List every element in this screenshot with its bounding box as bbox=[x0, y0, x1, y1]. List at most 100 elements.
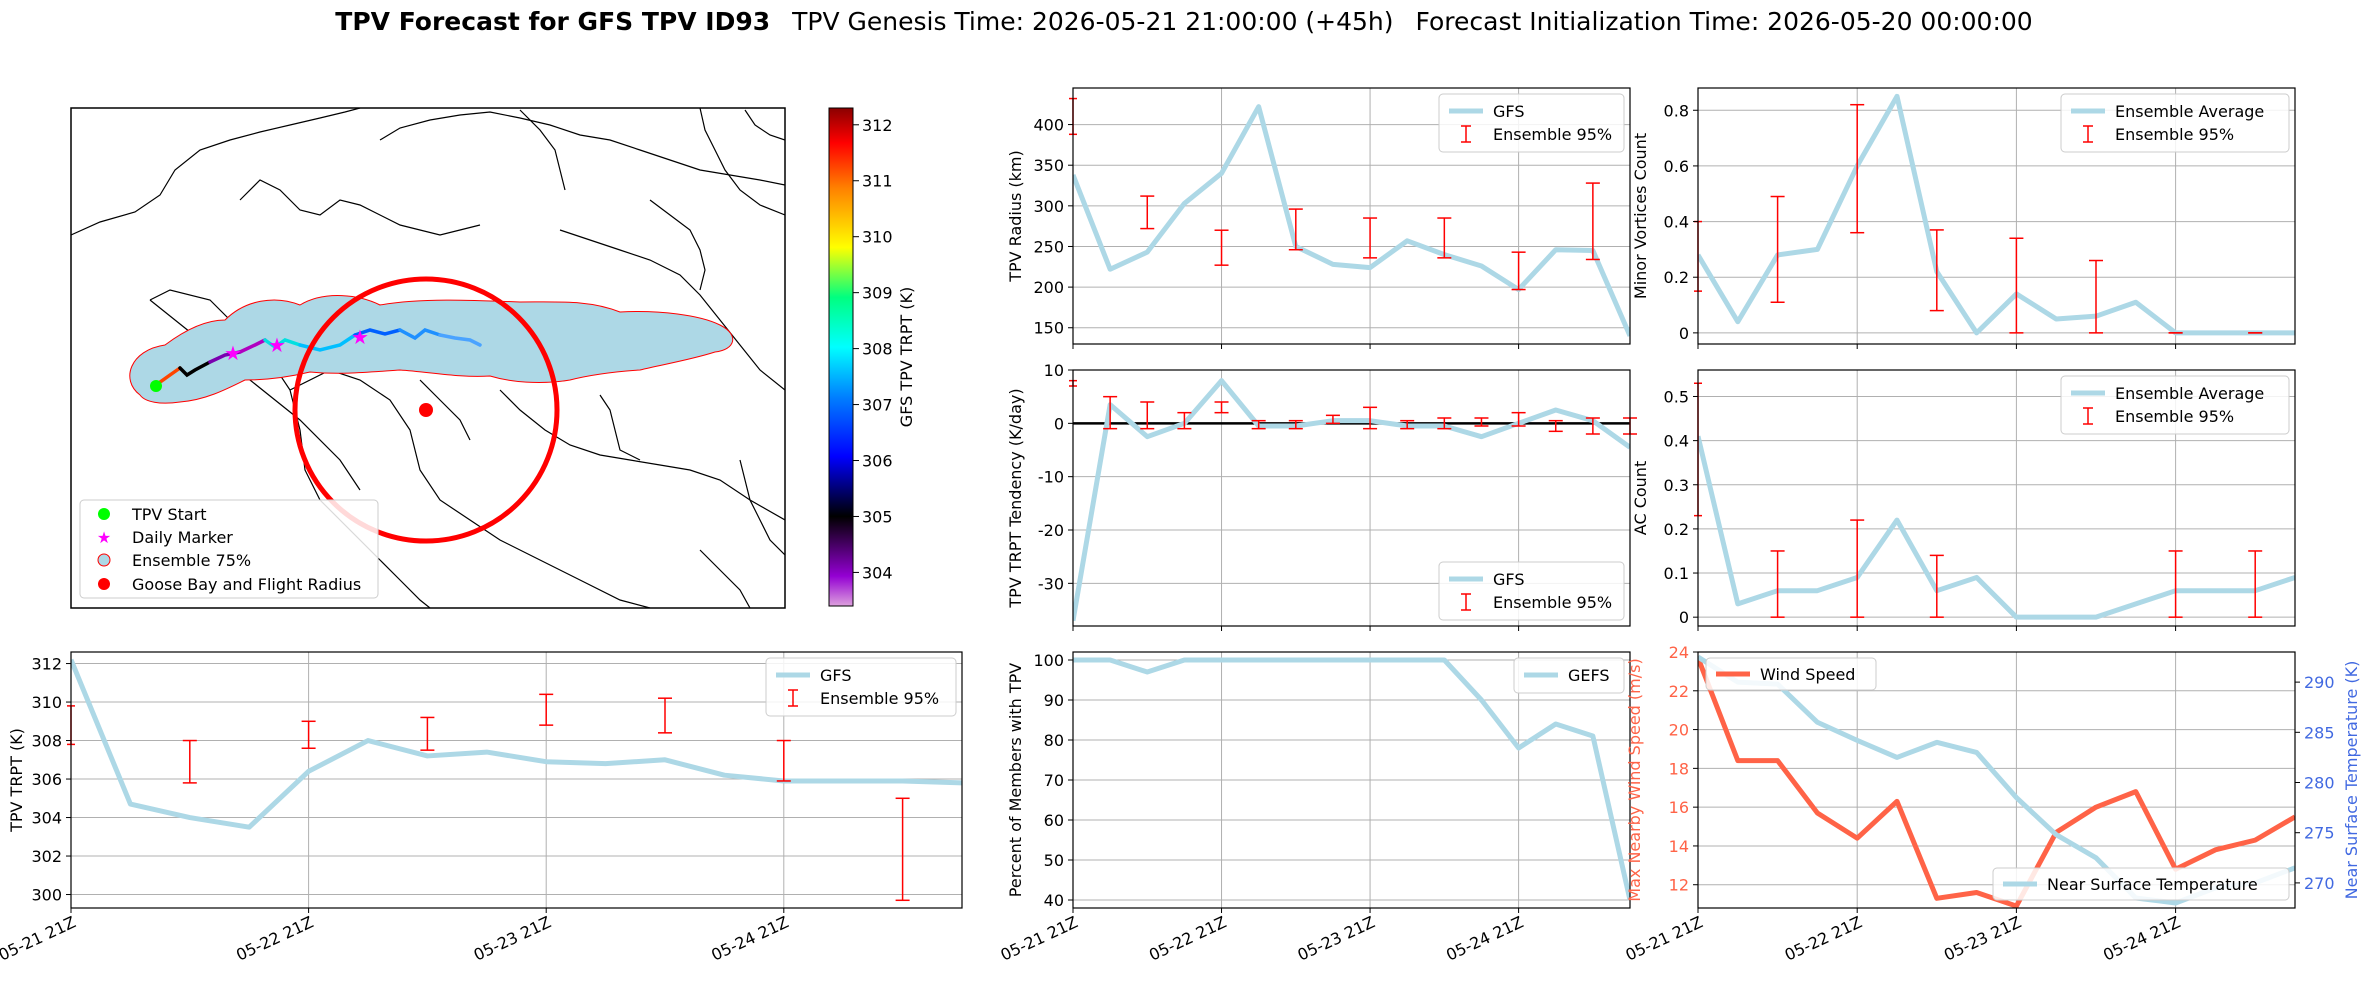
x-tick-label: 05-23 21Z bbox=[1941, 912, 2024, 964]
y-tick-label: 24 bbox=[1669, 643, 1689, 662]
y-tick-label: 14 bbox=[1669, 837, 1689, 856]
y-tick-label: -30 bbox=[1038, 574, 1064, 593]
tpv-track bbox=[154, 328, 482, 387]
legend-label: Wind Speed bbox=[1760, 665, 1855, 684]
y-tick-label: -20 bbox=[1038, 521, 1064, 540]
legend-box bbox=[1438, 561, 1625, 621]
colorbar-tick-label: 311 bbox=[862, 172, 893, 191]
y-axis-label: TPV TRPT (K) bbox=[7, 728, 26, 833]
y-tick-label: 70 bbox=[1044, 771, 1064, 790]
y-tick-label: 250 bbox=[1033, 237, 1064, 256]
series-line-ensemble-average bbox=[1698, 435, 2295, 620]
errorbar bbox=[539, 693, 554, 726]
y-tick-label: 0.2 bbox=[1664, 268, 1689, 287]
errorbar bbox=[1511, 251, 1526, 291]
errorbar bbox=[1585, 417, 1600, 435]
title-main: TPV Forecast for GFS TPV ID93 bbox=[335, 7, 770, 36]
map-content: ★ ★ ★ bbox=[71, 108, 785, 608]
ensemble-75-region bbox=[129, 295, 733, 404]
y-tick-label: 310 bbox=[31, 693, 62, 712]
colorbar-ticks: 304 305 306 307 308 309 310 311 312 bbox=[853, 116, 893, 582]
legend-box bbox=[2060, 93, 2290, 153]
title-genesis: TPV Genesis Time: 2026-05-21 21:00:00 (+… bbox=[791, 7, 1393, 36]
series-line-ensemble-average bbox=[1698, 93, 2295, 336]
errorbar bbox=[1437, 217, 1452, 259]
y-tick-label: -10 bbox=[1038, 468, 1064, 487]
colorbar-tick-label: 307 bbox=[862, 396, 893, 415]
errorbar bbox=[1585, 182, 1600, 261]
y-tick-label-right: 290 bbox=[2304, 673, 2335, 692]
colorbar-tick-label: 312 bbox=[862, 116, 893, 135]
series-line-near-surface-temperature bbox=[1698, 654, 2295, 906]
y-tick-label: 12 bbox=[1669, 876, 1689, 895]
legend: Ensemble Average Ensemble 95% bbox=[2060, 93, 2290, 153]
errorbar bbox=[895, 797, 910, 902]
y-tick-label-right: 280 bbox=[2304, 774, 2335, 793]
colorbar-tick-label: 306 bbox=[862, 452, 893, 471]
errorbar bbox=[2248, 550, 2263, 618]
y-tick-label: 40 bbox=[1044, 891, 1064, 910]
errorbar bbox=[1474, 417, 1489, 427]
daily-marker-star: ★ bbox=[224, 341, 242, 365]
y-axis-label: Max Nearby Wind Speed (m/s) bbox=[1625, 658, 1644, 901]
y-tick-label: 350 bbox=[1033, 156, 1064, 175]
legend-box bbox=[1705, 657, 1877, 691]
figure-title: TPV Forecast for GFS TPV ID93 TPV Genesi… bbox=[335, 7, 2032, 36]
y-tick-label: 18 bbox=[1669, 759, 1689, 778]
errorbar bbox=[1929, 229, 1944, 312]
legend-swatch-errorbar bbox=[2083, 125, 2093, 143]
legend: GEFS bbox=[1513, 657, 1625, 694]
y-axis-label-right: Near Surface Temperature (K) bbox=[2342, 661, 2361, 900]
y-tick-label: 308 bbox=[31, 732, 62, 751]
y-tick-label: 90 bbox=[1044, 691, 1064, 710]
errorbar bbox=[658, 697, 672, 734]
x-tick-label: 05-21 21Z bbox=[1623, 912, 1706, 964]
errorbar bbox=[1177, 411, 1192, 430]
colorbar-tick-label: 308 bbox=[862, 340, 893, 359]
legend-ensemble-label: Ensemble 75% bbox=[132, 551, 251, 570]
errorbar bbox=[1363, 217, 1378, 259]
axes-frame bbox=[1072, 87, 1631, 345]
axes-frame bbox=[1697, 87, 2296, 345]
y-tick-label: 400 bbox=[1033, 116, 1064, 135]
daily-marker-star: ★ bbox=[268, 333, 286, 357]
y-tick-label: 0.3 bbox=[1664, 476, 1689, 495]
y-axis-label: Percent of Members with TPV bbox=[1006, 663, 1025, 897]
x-tick-label: 05-22 21Z bbox=[233, 912, 316, 964]
errorbar bbox=[301, 720, 316, 749]
y-tick-label: 0.4 bbox=[1664, 432, 1689, 451]
y-tick-label: 0 bbox=[1054, 414, 1064, 433]
errorbar bbox=[1511, 411, 1526, 427]
y-tick-label: 200 bbox=[1033, 278, 1064, 297]
legend-box bbox=[1513, 657, 1625, 694]
legend-ensemble-icon bbox=[97, 553, 111, 567]
legend-box bbox=[2060, 375, 2290, 435]
errorbar bbox=[1251, 419, 1266, 430]
errorbar bbox=[182, 739, 197, 784]
errorbar bbox=[1103, 395, 1118, 430]
legend-label: Ensemble 95% bbox=[820, 689, 939, 708]
y-tick-label: 0.8 bbox=[1664, 101, 1689, 120]
y-tick-label: 0.6 bbox=[1664, 157, 1689, 176]
errorbar bbox=[1437, 417, 1452, 430]
x-tick-label: 05-21 21Z bbox=[998, 912, 1081, 964]
errorbar bbox=[420, 716, 435, 751]
y-tick-label: 0 bbox=[1679, 324, 1689, 343]
legend-daily-label: Daily Marker bbox=[132, 528, 233, 547]
legend-label: Ensemble 95% bbox=[1493, 593, 1612, 612]
legend-swatch-errorbar bbox=[1461, 125, 1471, 143]
legend-label: Ensemble Average bbox=[2115, 102, 2264, 121]
y-tick-label: 16 bbox=[1669, 798, 1689, 817]
legend-label: Ensemble Average bbox=[2115, 384, 2264, 403]
y-tick-label: 0 bbox=[1679, 608, 1689, 627]
percent-members-chart: 40 50 60 70 80 90 100 Percent of Members with T… bbox=[998, 651, 1631, 965]
legend-label: Ensemble 95% bbox=[2115, 407, 2234, 426]
errorbar bbox=[1548, 419, 1563, 433]
y-tick-label: 300 bbox=[31, 886, 62, 905]
colorbar-tick-label: 305 bbox=[862, 507, 893, 526]
series-line-gefs bbox=[1073, 657, 1630, 901]
errorbar bbox=[1850, 519, 1865, 618]
legend-box bbox=[765, 657, 957, 717]
y-tick-label: 50 bbox=[1044, 851, 1064, 870]
map-panel: ★ ★ ★ TPV Start ★ Daily Marker Ensemble … bbox=[70, 107, 916, 609]
